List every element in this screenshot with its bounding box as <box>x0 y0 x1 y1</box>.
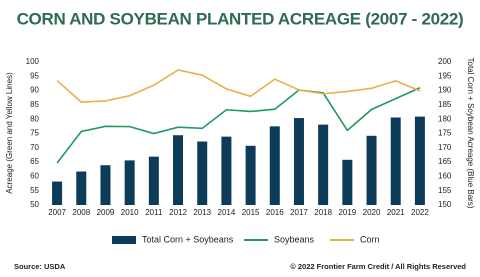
y2-tick-label: 165 <box>438 157 452 166</box>
line <box>56 87 421 164</box>
x-tick-label: 2019 <box>338 208 356 217</box>
x-tick-label: 2016 <box>266 208 284 217</box>
y2-tick-label: 160 <box>438 172 452 181</box>
bar <box>366 135 377 205</box>
x-tick-label: 2022 <box>411 208 429 217</box>
x-tick-label: 2013 <box>193 208 211 217</box>
x-tick-label: 2011 <box>145 208 163 217</box>
bar <box>318 124 329 205</box>
x-tick-label: 2009 <box>97 208 115 217</box>
y2-tick-label: 195 <box>438 71 452 80</box>
y-tick-label: 50 <box>30 200 39 209</box>
y-tick-label: 60 <box>30 172 39 181</box>
y2-tick-label: 175 <box>438 129 452 138</box>
bar <box>100 165 111 205</box>
y-tick-label: 65 <box>30 157 39 166</box>
x-tick-label: 2021 <box>387 208 405 217</box>
y-tick-label: 80 <box>30 114 39 123</box>
x-tick-label: 2007 <box>48 208 66 217</box>
bar <box>293 118 304 205</box>
y-tick-label: 75 <box>30 129 39 138</box>
y2-tick-label: 190 <box>438 86 452 95</box>
y2-axis-label: Total Corn + Soybean Acreage (Blue Bars) <box>466 58 475 209</box>
y2-tick-label: 155 <box>438 186 452 195</box>
x-tick-label: 2014 <box>218 208 236 217</box>
bar <box>173 135 184 205</box>
bar <box>269 126 280 205</box>
bar <box>221 136 232 205</box>
legend-label: Soybeans <box>274 234 315 244</box>
legend-label: Total Corn + Soybeans <box>142 234 234 244</box>
bar <box>148 156 159 205</box>
y2-tick-label: 150 <box>438 200 452 209</box>
y-tick-label: 70 <box>30 143 39 152</box>
bar <box>342 159 353 205</box>
line <box>56 69 421 103</box>
y-tick-label: 90 <box>30 86 39 95</box>
y-tick-label: 95 <box>30 71 39 80</box>
legend-swatch <box>112 236 136 244</box>
y-tick-label: 85 <box>30 100 39 109</box>
y2-tick-label: 180 <box>438 114 452 123</box>
y-tick-label: 55 <box>30 186 39 195</box>
bar <box>76 171 87 205</box>
bar <box>124 160 135 205</box>
x-tick-label: 2015 <box>242 208 260 217</box>
x-tick-label: 2018 <box>314 208 332 217</box>
x-tick-label: 2020 <box>363 208 381 217</box>
bar <box>197 141 208 205</box>
y-axis-label: Acreage (Green and Yellow Lines) <box>5 72 14 194</box>
bar <box>414 116 425 205</box>
x-tick-label: 2017 <box>290 208 308 217</box>
x-tick-label: 2012 <box>169 208 187 217</box>
y-tick-label: 100 <box>26 57 40 66</box>
bar <box>390 117 401 205</box>
y2-tick-label: 185 <box>438 100 452 109</box>
y2-tick-label: 200 <box>438 57 452 66</box>
chart-title: CORN AND SOYBEAN PLANTED ACREAGE (2007 -… <box>17 9 464 28</box>
legend-label: Corn <box>360 234 380 244</box>
source: Source: USDA <box>14 262 66 271</box>
copyright: © 2022 Frontier Farm Credit / All Rights… <box>290 262 466 271</box>
bar <box>52 181 63 205</box>
x-tick-label: 2008 <box>72 208 90 217</box>
y2-tick-label: 170 <box>438 143 452 152</box>
bar <box>245 145 256 205</box>
x-tick-label: 2010 <box>121 208 139 217</box>
